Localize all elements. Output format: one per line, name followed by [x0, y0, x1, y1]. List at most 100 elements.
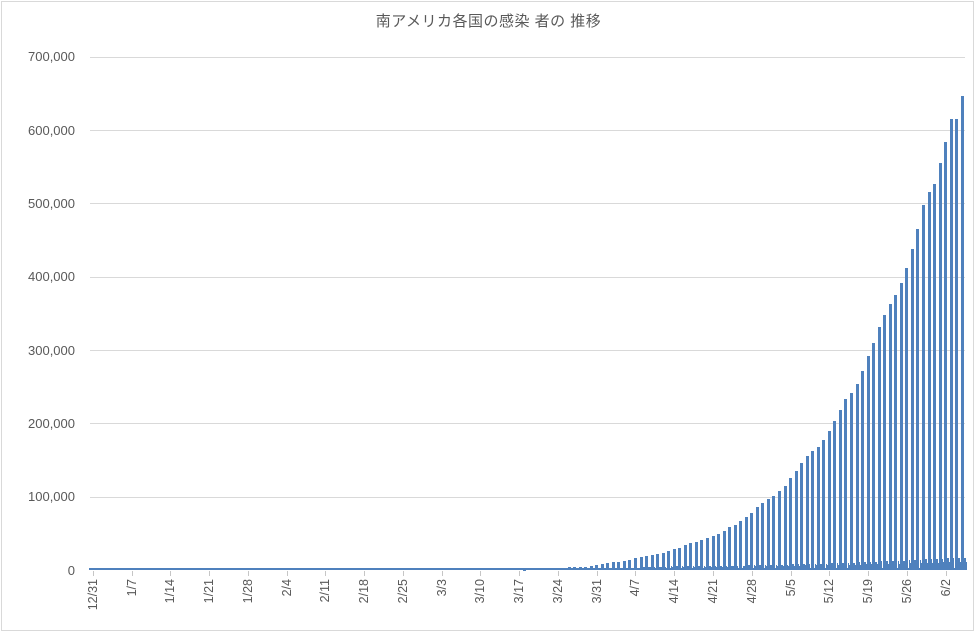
small-bar[interactable] — [814, 563, 816, 570]
bar[interactable] — [633, 558, 637, 570]
small-bar[interactable] — [664, 566, 667, 570]
bar[interactable] — [667, 551, 671, 570]
small-bar[interactable] — [925, 559, 927, 570]
bar[interactable] — [755, 507, 759, 570]
small-bar[interactable] — [858, 562, 861, 570]
small-bar[interactable] — [820, 563, 822, 570]
small-bar[interactable] — [759, 565, 761, 570]
small-bar[interactable] — [808, 563, 811, 570]
small-bar[interactable] — [880, 561, 883, 570]
bar[interactable] — [705, 538, 709, 570]
small-bar[interactable] — [792, 564, 794, 570]
bar[interactable] — [894, 295, 898, 570]
bar[interactable] — [822, 439, 826, 570]
bar[interactable] — [733, 524, 737, 570]
small-bar[interactable] — [836, 563, 839, 570]
small-bar[interactable] — [886, 561, 888, 570]
bar[interactable] — [772, 495, 776, 570]
bar[interactable] — [833, 421, 837, 570]
bar[interactable] — [722, 531, 726, 570]
small-bar[interactable] — [797, 564, 800, 570]
bar[interactable] — [955, 119, 959, 570]
small-bar[interactable] — [653, 566, 656, 570]
small-bar[interactable] — [703, 566, 706, 570]
bar[interactable] — [611, 562, 615, 570]
bar[interactable] — [883, 315, 887, 570]
small-bar[interactable] — [908, 560, 911, 570]
bar[interactable] — [933, 183, 937, 570]
bar[interactable] — [700, 540, 704, 570]
bar[interactable] — [689, 543, 693, 570]
small-bar[interactable] — [952, 558, 955, 570]
small-bar[interactable] — [869, 561, 872, 570]
small-bar[interactable] — [965, 561, 968, 570]
bar[interactable] — [827, 431, 831, 570]
bar[interactable] — [794, 470, 798, 570]
bar[interactable] — [573, 567, 577, 570]
bar[interactable] — [567, 567, 571, 570]
small-bar[interactable] — [803, 564, 805, 570]
bar[interactable] — [861, 370, 865, 570]
bar[interactable] — [683, 545, 687, 570]
bar[interactable] — [606, 563, 610, 570]
small-bar[interactable] — [914, 560, 916, 570]
small-bar[interactable] — [786, 564, 789, 570]
bar[interactable] — [916, 228, 920, 570]
bar[interactable] — [650, 554, 654, 570]
bar[interactable] — [944, 141, 948, 570]
bar[interactable] — [717, 533, 721, 570]
bar[interactable] — [678, 547, 682, 570]
bar[interactable] — [805, 455, 809, 570]
bar[interactable] — [639, 556, 643, 570]
small-bar[interactable] — [748, 565, 750, 570]
small-bar[interactable] — [853, 562, 855, 570]
bar[interactable] — [617, 561, 621, 570]
small-bar[interactable] — [831, 563, 833, 570]
bar[interactable] — [811, 450, 815, 570]
small-bar[interactable] — [670, 566, 673, 570]
bar[interactable] — [661, 552, 665, 570]
small-bar[interactable] — [676, 566, 678, 570]
small-bar[interactable] — [964, 557, 966, 570]
small-bar[interactable] — [692, 566, 695, 570]
bar[interactable] — [739, 521, 743, 570]
small-bar[interactable] — [947, 558, 949, 570]
small-bar[interactable] — [742, 565, 744, 570]
bar[interactable] — [910, 248, 914, 570]
bar[interactable] — [578, 566, 582, 570]
small-bar[interactable] — [736, 565, 739, 570]
small-bar[interactable] — [659, 566, 661, 570]
bar[interactable] — [589, 565, 593, 570]
bar[interactable] — [645, 555, 649, 570]
bar[interactable] — [595, 564, 599, 570]
bar[interactable] — [600, 564, 604, 570]
small-bar[interactable] — [687, 566, 689, 570]
bar[interactable] — [561, 567, 565, 570]
bar[interactable] — [550, 568, 554, 570]
small-bar[interactable] — [753, 565, 756, 570]
bar[interactable] — [849, 393, 853, 570]
small-bar[interactable] — [709, 566, 711, 570]
bar[interactable] — [545, 568, 549, 570]
bar[interactable] — [872, 342, 876, 570]
bar[interactable] — [766, 499, 770, 570]
small-bar[interactable] — [764, 565, 767, 570]
small-bar[interactable] — [714, 565, 717, 570]
small-bar[interactable] — [642, 566, 645, 570]
small-bar[interactable] — [919, 559, 922, 570]
small-bar[interactable] — [875, 561, 877, 570]
small-bar[interactable] — [648, 566, 650, 570]
bar[interactable] — [960, 96, 964, 570]
small-bar[interactable] — [903, 560, 905, 570]
small-bar[interactable] — [892, 560, 894, 570]
bar[interactable] — [777, 490, 781, 570]
bar[interactable] — [938, 162, 942, 570]
bar[interactable] — [877, 327, 881, 570]
bar[interactable] — [888, 303, 892, 570]
small-bar[interactable] — [681, 566, 684, 570]
small-bar[interactable] — [930, 559, 933, 570]
small-bar[interactable] — [775, 564, 778, 570]
bar[interactable] — [783, 485, 787, 570]
small-bar[interactable] — [941, 558, 944, 570]
bar[interactable] — [694, 541, 698, 570]
